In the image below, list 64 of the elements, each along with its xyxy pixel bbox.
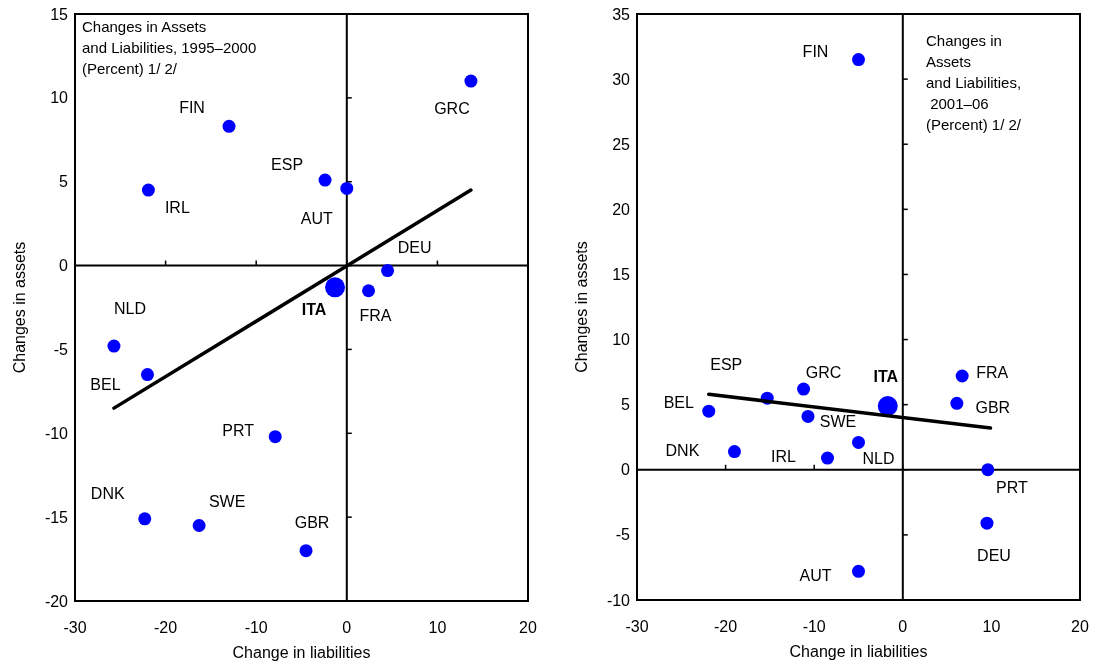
x-tick-label: -10 bbox=[802, 618, 826, 635]
y-tick-label: -10 bbox=[44, 424, 69, 442]
y-axis-title: Changes in assets bbox=[573, 241, 590, 373]
y-tick-label: 0 bbox=[59, 257, 69, 275]
y-tick-label: 20 bbox=[612, 200, 631, 218]
x-tick-label: 10 bbox=[982, 618, 1001, 635]
y-tick-label: -20 bbox=[44, 592, 69, 610]
annotation: AUT bbox=[799, 566, 832, 584]
annotation: GBR bbox=[975, 398, 1011, 416]
y-tick-label: -15 bbox=[44, 508, 69, 526]
annotation: ITA bbox=[301, 300, 327, 318]
x-tick-label: -10 bbox=[244, 619, 268, 636]
annotation: ESP bbox=[710, 355, 743, 373]
annotation: DEU bbox=[977, 546, 1011, 564]
x-tick-label: 20 bbox=[1071, 618, 1089, 635]
annotation: DEU bbox=[397, 239, 432, 257]
annotation: PRT bbox=[996, 479, 1028, 497]
x-tick-label: 0 bbox=[898, 618, 908, 635]
annotation: SWE bbox=[208, 493, 246, 511]
x-tick-label: -30 bbox=[63, 619, 87, 636]
x-tick-label: 10 bbox=[428, 619, 447, 636]
annotation: GRC bbox=[805, 363, 842, 381]
annotation: ITA bbox=[873, 367, 899, 385]
y-tick-label: 30 bbox=[612, 70, 631, 88]
annotation: SWE bbox=[819, 412, 857, 430]
y-tick-label: 15 bbox=[612, 266, 631, 284]
text: Changes in Assets and Liabilities, 1995–2000 (Percent) 1/ 2/ bbox=[82, 18, 257, 77]
y-tick-label: -10 bbox=[606, 591, 631, 609]
annotation: GRC bbox=[434, 99, 470, 117]
y-tick-label: 5 bbox=[621, 396, 631, 414]
x-tick-label: -20 bbox=[714, 618, 738, 635]
x-tick-label: 0 bbox=[342, 619, 352, 636]
text: Changes in Assets and Liabilities, 2001–06 (Percent) 1/ 2/ bbox=[926, 32, 1022, 133]
y-tick-label: 10 bbox=[50, 89, 69, 107]
annotation: DNK bbox=[90, 485, 125, 503]
annotation: FIN bbox=[802, 43, 829, 61]
x-axis-title: Change in liabilities bbox=[232, 644, 371, 661]
x-axis-title: Change in liabilities bbox=[789, 643, 928, 660]
y-axis-title: Changes in assets bbox=[11, 241, 28, 374]
annotation: NLD bbox=[113, 299, 146, 317]
annotation: IRL bbox=[771, 447, 797, 465]
annotation: DNK bbox=[665, 442, 700, 460]
annotation: FIN bbox=[179, 98, 205, 116]
y-tick-label: 10 bbox=[612, 331, 631, 349]
y-tick-label: 15 bbox=[50, 5, 69, 23]
annotation: IRL bbox=[164, 198, 190, 216]
annotation: PRT bbox=[222, 422, 255, 440]
y-tick-label: -5 bbox=[53, 341, 69, 359]
y-tick-label: -5 bbox=[615, 526, 631, 544]
annotation: FRA bbox=[359, 307, 392, 325]
x-tick-label: -20 bbox=[154, 619, 178, 636]
y-tick-label: 35 bbox=[612, 5, 631, 23]
annotation: FRA bbox=[976, 363, 1009, 381]
annotation: BEL bbox=[663, 393, 694, 411]
y-tick-label: 0 bbox=[621, 461, 631, 479]
annotation: BEL bbox=[90, 376, 121, 394]
annotation: GBR bbox=[294, 514, 330, 532]
x-tick-label: 20 bbox=[519, 619, 537, 636]
x-tick-label: -30 bbox=[625, 618, 649, 635]
annotation: AUT bbox=[300, 210, 334, 228]
y-tick-label: 5 bbox=[59, 173, 69, 191]
annotation: NLD bbox=[862, 450, 895, 468]
y-tick-label: 25 bbox=[612, 135, 631, 153]
annotation: ESP bbox=[271, 155, 304, 173]
